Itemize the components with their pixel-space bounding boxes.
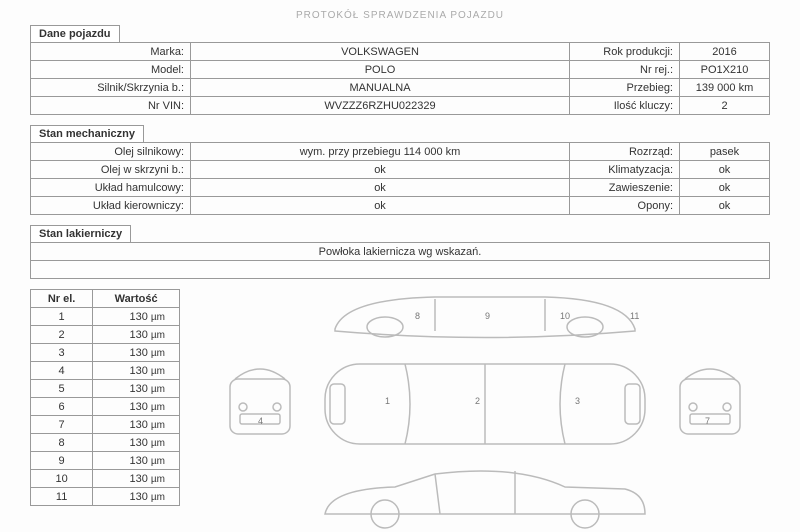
svg-text:7: 7: [705, 416, 710, 426]
section-paint: Stan lakierniczy: [30, 225, 131, 242]
field-value: 139 000 km: [680, 79, 770, 97]
paint-table: Powłoka lakiernicza wg wskazań.: [30, 242, 770, 279]
meas-nr: 1: [31, 308, 93, 326]
meas-header-nr: Nr el.: [31, 290, 93, 308]
field-value: MANUALNA: [191, 79, 570, 97]
field-value: POLO: [191, 61, 570, 79]
field-label: Marka:: [31, 43, 191, 61]
field-value: ok: [680, 161, 770, 179]
paint-note: Powłoka lakiernicza wg wskazań.: [31, 243, 770, 261]
field-value: ok: [680, 179, 770, 197]
field-value: WVZZZ6RZHU022329: [191, 97, 570, 115]
meas-nr: 4: [31, 362, 93, 380]
meas-nr: 2: [31, 326, 93, 344]
field-value: 2: [680, 97, 770, 115]
svg-text:2: 2: [475, 396, 480, 406]
meas-nr: 5: [31, 380, 93, 398]
field-label: Przebieg:: [570, 79, 680, 97]
field-value: pasek: [680, 143, 770, 161]
field-label: Rozrząd:: [570, 143, 680, 161]
meas-header-val: Wartość: [93, 290, 180, 308]
field-label: Ilość kluczy:: [570, 97, 680, 115]
field-value: ok: [191, 179, 570, 197]
meas-val: 130 µm: [93, 398, 180, 416]
meas-val: 130 µm: [93, 452, 180, 470]
field-label: Nr VIN:: [31, 97, 191, 115]
meas-val: 130 µm: [93, 308, 180, 326]
svg-text:11: 11: [630, 311, 639, 321]
meas-val: 130 µm: [93, 470, 180, 488]
svg-text:9: 9: [485, 311, 490, 321]
meas-val: 130 µm: [93, 326, 180, 344]
field-label: Olej silnikowy:: [31, 143, 191, 161]
svg-text:4: 4: [258, 416, 263, 426]
meas-val: 130 µm: [93, 362, 180, 380]
mechanical-table: Olej silnikowy:wym. przy przebiegu 114 0…: [30, 142, 770, 215]
vehicle-data-table: Marka:VOLKSWAGENRok produkcji:2016 Model:…: [30, 42, 770, 115]
meas-nr: 6: [31, 398, 93, 416]
field-label: Opony:: [570, 197, 680, 215]
meas-nr: 8: [31, 434, 93, 452]
field-value: PO1X210: [680, 61, 770, 79]
field-value: ok: [191, 161, 570, 179]
meas-val: 130 µm: [93, 416, 180, 434]
svg-text:3: 3: [575, 396, 580, 406]
field-value: VOLKSWAGEN: [191, 43, 570, 61]
field-label: Silnik/Skrzynia b.:: [31, 79, 191, 97]
svg-text:1: 1: [385, 396, 390, 406]
measurements-table: Nr el. Wartość 1130 µm2130 µm3130 µm4130…: [30, 289, 180, 506]
svg-text:8: 8: [415, 311, 420, 321]
field-label: Układ hamulcowy:: [31, 179, 191, 197]
document-title: PROTOKÓŁ SPRAWDZENIA POJAZDU: [30, 10, 770, 21]
paint-empty: [31, 261, 770, 279]
field-label: Olej w skrzyni b.:: [31, 161, 191, 179]
meas-nr: 9: [31, 452, 93, 470]
section-vehicle-data: Dane pojazdu: [30, 25, 120, 42]
meas-nr: 3: [31, 344, 93, 362]
meas-val: 130 µm: [93, 380, 180, 398]
section-mechanical: Stan mechaniczny: [30, 125, 144, 142]
field-label: Zawieszenie:: [570, 179, 680, 197]
meas-val: 130 µm: [93, 344, 180, 362]
field-value: wym. przy przebiegu 114 000 km: [191, 143, 570, 161]
field-value: ok: [191, 197, 570, 215]
field-label: Układ kierowniczy:: [31, 197, 191, 215]
car-diagram: 8 9 10 11 4 1 2 3: [200, 289, 770, 532]
meas-nr: 7: [31, 416, 93, 434]
meas-val: 130 µm: [93, 434, 180, 452]
meas-nr: 11: [31, 488, 93, 506]
field-value: 2016: [680, 43, 770, 61]
meas-val: 130 µm: [93, 488, 180, 506]
field-label: Klimatyzacja:: [570, 161, 680, 179]
field-value: ok: [680, 197, 770, 215]
field-label: Nr rej.:: [570, 61, 680, 79]
svg-text:10: 10: [560, 311, 570, 321]
field-label: Model:: [31, 61, 191, 79]
field-label: Rok produkcji:: [570, 43, 680, 61]
meas-nr: 10: [31, 470, 93, 488]
